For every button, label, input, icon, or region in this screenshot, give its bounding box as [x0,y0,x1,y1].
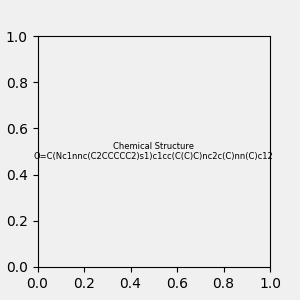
Text: Chemical Structure
O=C(Nc1nnc(C2CCCCC2)s1)c1cc(C(C)C)nc2c(C)nn(C)c12: Chemical Structure O=C(Nc1nnc(C2CCCCC2)s… [34,142,274,161]
